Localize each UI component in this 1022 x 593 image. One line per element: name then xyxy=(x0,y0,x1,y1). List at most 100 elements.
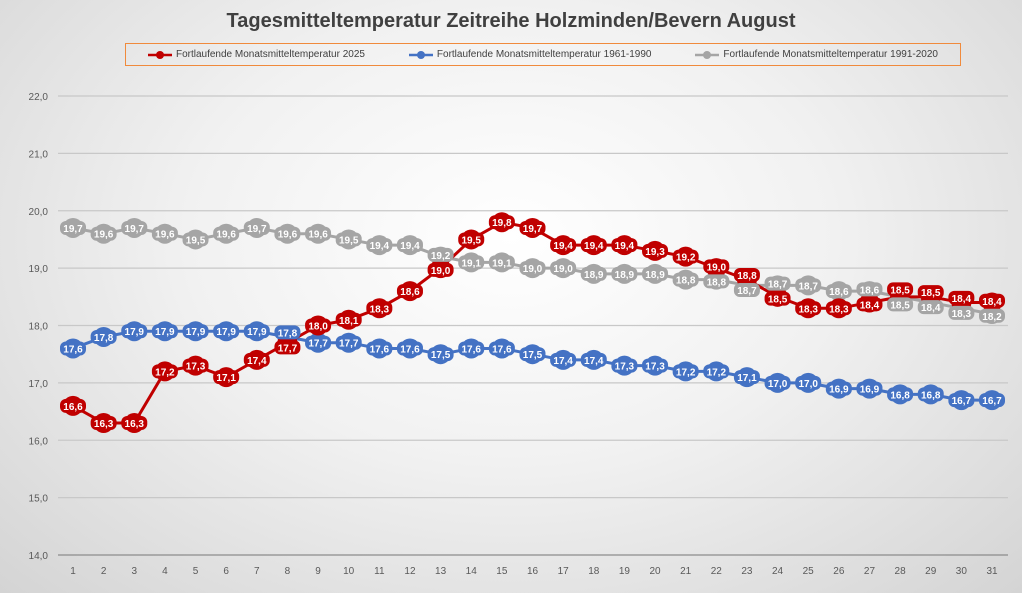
data-label: 17,6 xyxy=(63,344,83,355)
data-label: 18,9 xyxy=(615,270,635,281)
data-label-background xyxy=(825,301,852,316)
data-label: 19,6 xyxy=(155,230,175,241)
data-label: 19,0 xyxy=(431,266,451,277)
data-label: 16,8 xyxy=(921,390,941,401)
x-tick-label: 13 xyxy=(435,566,447,577)
data-label: 17,3 xyxy=(186,362,206,373)
data-label-background xyxy=(795,375,822,390)
data-label-background xyxy=(856,381,883,396)
x-tick-label: 11 xyxy=(374,566,385,577)
data-label: 19,7 xyxy=(125,224,145,235)
data-label: 17,8 xyxy=(94,333,114,344)
legend-item-1991-2020: Fortlaufende Monatsmitteltemperatur 1991… xyxy=(695,49,938,60)
data-label: 18,6 xyxy=(860,285,880,296)
data-label-background xyxy=(396,284,423,299)
data-label: 17,3 xyxy=(645,362,665,373)
data-label: 18,5 xyxy=(890,300,910,311)
data-label-background xyxy=(642,358,669,373)
x-tick-label: 6 xyxy=(223,566,229,577)
data-label-background xyxy=(243,352,270,367)
data-label: 18,7 xyxy=(768,280,788,291)
data-label-background xyxy=(733,282,760,297)
data-label-background xyxy=(488,255,515,270)
data-label-background xyxy=(825,381,852,396)
x-tick-label: 16 xyxy=(527,566,539,577)
y-tick-label: 17,0 xyxy=(29,379,49,390)
data-label-background xyxy=(550,238,577,253)
legend-label: Fortlaufende Monatsmitteltemperatur 1961… xyxy=(436,49,652,60)
data-label-background xyxy=(274,340,301,355)
legend-marker-icon xyxy=(695,50,720,59)
data-label: 18,5 xyxy=(921,288,941,299)
data-label-background xyxy=(121,416,148,431)
data-label: 18,0 xyxy=(308,322,328,333)
x-tick-label: 25 xyxy=(803,566,815,577)
data-label: 18,4 xyxy=(952,294,972,305)
data-label: 18,3 xyxy=(798,304,818,315)
data-label-background xyxy=(917,387,944,402)
data-label-background xyxy=(550,261,577,276)
data-label: 17,6 xyxy=(400,344,420,355)
data-label-background xyxy=(182,324,209,339)
data-label-background xyxy=(672,272,699,287)
series-line xyxy=(72,329,992,402)
x-tick-label: 9 xyxy=(315,566,321,577)
data-label: 19,1 xyxy=(492,258,512,269)
legend-marker-icon xyxy=(147,50,172,59)
data-label: 17,5 xyxy=(523,350,543,361)
data-label-background xyxy=(672,249,699,264)
data-label-background xyxy=(121,220,148,235)
data-label: 17,9 xyxy=(186,327,206,338)
x-tick-label: 10 xyxy=(343,566,355,577)
x-tick-label: 27 xyxy=(864,566,876,577)
data-label-background xyxy=(979,393,1005,408)
data-label-background xyxy=(580,266,607,281)
y-tick-label: 20,0 xyxy=(29,207,49,218)
series-line xyxy=(72,220,992,425)
data-label-background xyxy=(611,358,638,373)
data-label-background xyxy=(366,238,393,253)
y-tick-label: 14,0 xyxy=(29,551,49,562)
data-label: 18,1 xyxy=(339,316,359,327)
data-label: 19,6 xyxy=(216,230,236,241)
data-label: 16,7 xyxy=(952,396,972,407)
data-label: 18,6 xyxy=(400,287,420,298)
data-label: 17,7 xyxy=(278,343,298,354)
x-tick-label: 29 xyxy=(925,566,937,577)
data-label: 18,8 xyxy=(676,276,696,287)
data-label-background xyxy=(243,324,270,339)
data-label: 17,9 xyxy=(125,327,145,338)
data-label-background xyxy=(703,259,730,274)
x-tick-label: 3 xyxy=(131,566,137,577)
data-label-background xyxy=(458,341,485,356)
data-label: 19,1 xyxy=(461,258,481,269)
y-tick-label: 19,0 xyxy=(29,264,49,275)
data-label-background xyxy=(550,352,577,367)
data-label: 16,3 xyxy=(94,419,114,430)
data-label: 17,5 xyxy=(431,350,451,361)
data-label-background xyxy=(427,247,454,262)
data-label: 17,2 xyxy=(676,367,696,378)
data-label-background xyxy=(213,370,240,385)
data-label: 18,3 xyxy=(829,304,849,315)
data-label-background xyxy=(611,238,638,253)
data-label: 19,0 xyxy=(553,264,573,275)
data-label-background xyxy=(856,297,883,312)
data-label: 19,6 xyxy=(308,230,328,241)
data-label: 17,9 xyxy=(216,327,236,338)
data-label: 16,3 xyxy=(125,419,145,430)
data-label-background xyxy=(733,267,760,282)
data-label-background xyxy=(488,341,515,356)
data-label-background xyxy=(764,276,791,291)
x-tick-label: 17 xyxy=(558,566,570,577)
data-label: 17,7 xyxy=(339,339,359,350)
x-tick-label: 12 xyxy=(404,566,416,577)
data-label-background xyxy=(611,266,638,281)
data-label: 19,4 xyxy=(370,241,390,252)
data-label-background xyxy=(182,232,209,247)
data-label-background xyxy=(427,262,454,277)
x-tick-label: 7 xyxy=(254,566,260,577)
data-label-background xyxy=(948,305,975,320)
data-label: 19,2 xyxy=(431,251,451,262)
